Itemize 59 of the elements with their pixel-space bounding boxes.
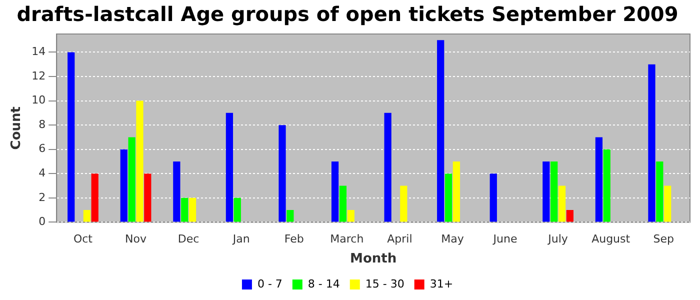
bar xyxy=(120,149,128,222)
bar xyxy=(384,112,392,222)
y-tick-label: 12 xyxy=(32,69,46,82)
x-tick-label: March xyxy=(330,232,364,246)
bar xyxy=(286,210,294,222)
y-tick-label: 14 xyxy=(32,45,46,58)
legend-label: 15 - 30 xyxy=(365,277,404,290)
bar xyxy=(444,174,452,222)
bar xyxy=(452,161,460,222)
bar xyxy=(91,174,98,222)
legend-label: 0 - 7 xyxy=(257,277,282,290)
y-tick-label: 2 xyxy=(38,190,46,204)
bar xyxy=(648,64,656,222)
bar xyxy=(664,186,672,222)
bar xyxy=(566,210,574,222)
chart-title: drafts-lastcall Age groups of open tickets September 2009 xyxy=(16,2,678,26)
bar xyxy=(226,112,234,222)
bar xyxy=(136,100,144,222)
bar xyxy=(83,210,91,222)
y-tick-label: 10 xyxy=(32,94,46,107)
bar xyxy=(437,40,444,222)
bar xyxy=(144,174,152,222)
bar xyxy=(558,186,566,222)
y-tick-label: 4 xyxy=(38,166,46,180)
bar xyxy=(400,186,408,222)
bar xyxy=(542,161,550,222)
x-tick-label: April xyxy=(387,232,412,246)
bar xyxy=(278,125,286,222)
bar xyxy=(331,161,339,222)
legend-label: 8 - 14 xyxy=(308,277,340,290)
bar xyxy=(234,198,241,222)
x-axis-title: Month xyxy=(350,252,397,267)
x-tick-label: June xyxy=(492,232,518,246)
legend-label: 31+ xyxy=(430,277,454,290)
x-tick-label: May xyxy=(441,232,464,246)
y-axis-title: Count xyxy=(9,106,24,150)
bar xyxy=(188,198,196,222)
x-tick-label: Nov xyxy=(125,232,147,246)
bar xyxy=(128,137,136,222)
y-tick-label: 6 xyxy=(38,142,46,156)
bar xyxy=(347,210,354,222)
bar xyxy=(603,149,610,222)
x-tick-label: July xyxy=(547,232,568,246)
y-tick-label: 0 xyxy=(38,215,46,228)
y-tick-label: 8 xyxy=(38,118,46,131)
bar xyxy=(656,161,664,222)
x-tick-label: Feb xyxy=(284,232,304,246)
bar xyxy=(68,52,75,222)
bar xyxy=(595,137,603,222)
x-tick-label: Dec xyxy=(178,232,200,246)
bar xyxy=(173,161,180,222)
x-tick-label: Sep xyxy=(653,232,674,246)
bar xyxy=(550,161,558,222)
bar xyxy=(339,186,347,222)
bar xyxy=(181,198,188,222)
x-tick-label: Oct xyxy=(73,232,94,246)
bar xyxy=(490,174,497,222)
x-tick-label: August xyxy=(592,232,631,246)
x-tick-label: Jan xyxy=(232,232,250,246)
